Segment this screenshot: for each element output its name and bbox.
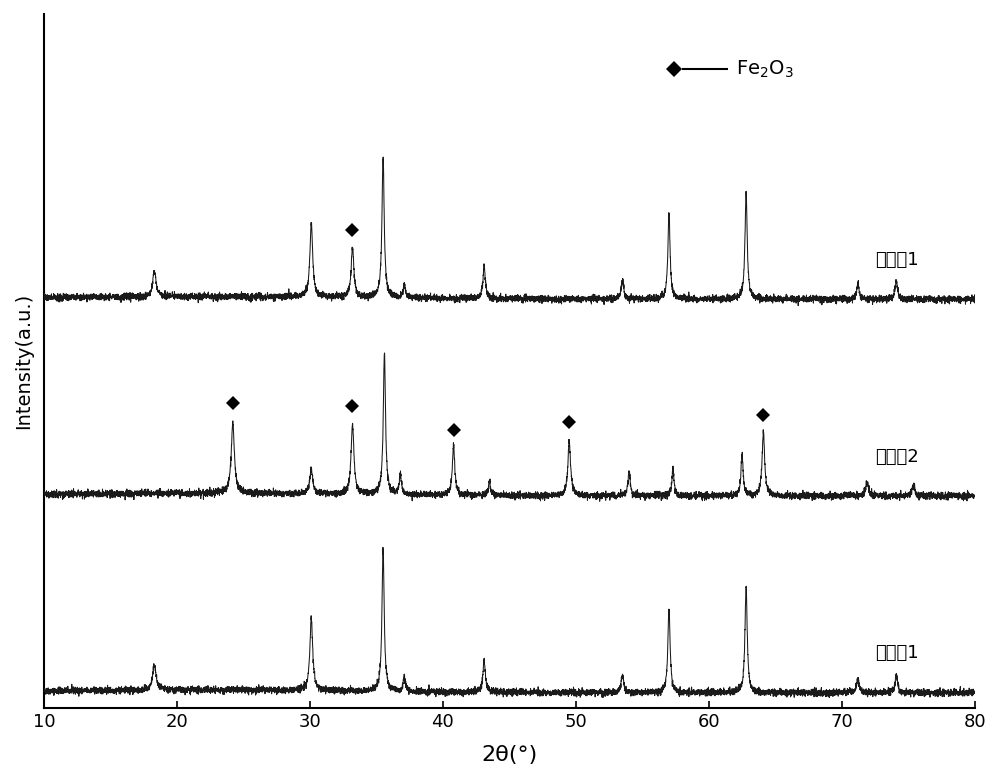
Text: 实施例1: 实施例1 — [875, 644, 919, 662]
Y-axis label: Intensity(a.u.): Intensity(a.u.) — [14, 293, 33, 429]
Text: $\mathregular{Fe_2O_3}$: $\mathregular{Fe_2O_3}$ — [736, 58, 793, 80]
Text: 对比例1: 对比例1 — [875, 251, 919, 269]
Text: 对比例2: 对比例2 — [875, 448, 919, 466]
X-axis label: 2θ(°): 2θ(°) — [481, 745, 538, 765]
